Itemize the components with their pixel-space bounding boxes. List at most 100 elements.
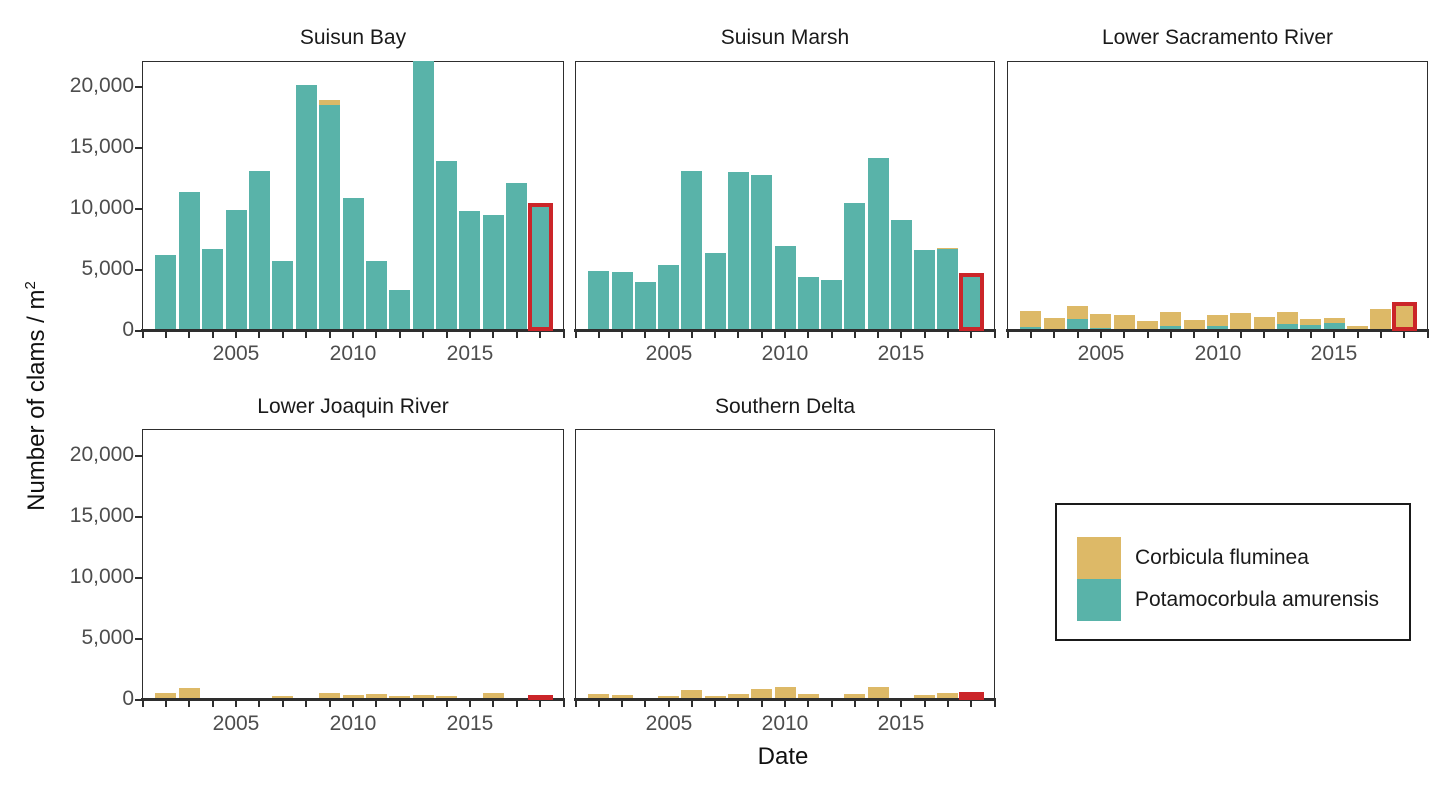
bar-potamocorbula-2004 [635,282,656,331]
x-axis-tick-mark [1147,332,1149,338]
bar-corbicula-2006 [1114,315,1135,330]
bar-corbicula-2003 [612,695,633,700]
x-axis-tick-mark [258,332,260,338]
bar-potamocorbula-2015 [891,220,912,331]
x-axis-tick-label: 2005 [645,712,693,735]
y-axis-title-superscript: 2 [22,281,39,290]
x-axis-tick-mark [282,701,284,707]
y-axis-tick-label: 5,000 [81,626,134,649]
y-axis-tick-label: 10,000 [69,565,134,588]
x-axis-tick-mark [644,701,646,707]
x-axis-line [141,329,565,332]
x-axis-tick-mark [329,332,331,338]
x-axis-tick-mark [1240,332,1242,338]
bar-corbicula-2009 [751,689,772,700]
bar-corbicula-2008 [728,694,749,700]
bar-potamocorbula-2015 [1324,323,1345,331]
x-axis-tick-mark [399,332,401,338]
bar-potamocorbula-2017 [506,183,527,331]
bar-corbicula-2009 [319,100,340,105]
panel-title-lower-joaquin-river: Lower Joaquin River [257,395,449,418]
x-axis-tick-mark [446,701,448,707]
x-axis-tick-mark [714,332,716,338]
x-axis-tick-mark [668,332,670,338]
x-axis-line [574,329,996,332]
x-axis-tick-label: 2015 [1310,342,1358,365]
x-axis-tick-mark [188,701,190,707]
bar-corbicula-2016 [1347,326,1368,330]
x-axis-tick-label: 2010 [329,712,377,735]
x-axis-tick-mark [1007,332,1009,338]
x-axis-tick-mark [621,332,623,338]
bar-potamocorbula-2015 [459,211,480,331]
bar-corbicula-2009 [319,693,340,700]
bar-potamocorbula-2013 [1277,324,1298,331]
bar-corbicula-2009 [1184,320,1205,329]
x-axis-tick-mark [1170,332,1172,338]
bar-corbicula-2004 [1067,306,1088,319]
bar-corbicula-2005 [1090,314,1111,328]
highlight-2018-outline [959,692,984,700]
x-axis-tick-mark [947,701,949,707]
bar-corbicula-2013 [844,694,865,700]
bar-corbicula-2010 [1207,315,1228,326]
bar-potamocorbula-2017 [937,249,958,331]
x-axis-tick-label: 2005 [645,342,693,365]
bar-corbicula-2015 [1324,318,1345,323]
panel-lower-joaquin-river [142,429,564,700]
x-axis-tick-mark [1193,332,1195,338]
x-axis-tick-mark [947,332,949,338]
highlight-2018-outline [528,695,553,700]
y-axis-tick-mark [135,208,142,210]
x-axis-tick-mark [668,701,670,707]
x-axis-tick-mark [761,332,763,338]
bar-potamocorbula-2004 [202,249,223,331]
highlight-2018-outline [959,273,984,331]
bar-corbicula-2017 [1370,309,1391,330]
panel-title-suisun-marsh: Suisun Marsh [720,26,850,49]
highlight-2018-outline [1392,302,1417,331]
y-axis-tick-mark [135,455,142,457]
x-axis-tick-mark [563,701,565,707]
x-axis-tick-label: 2005 [1077,342,1125,365]
x-axis-tick-mark [563,332,565,338]
bar-corbicula-2002 [588,694,609,700]
x-axis-tick-mark [1100,332,1102,338]
y-axis-tick-label: 20,000 [69,443,134,466]
bar-potamocorbula-2016 [483,215,504,331]
x-axis-tick-label: 2015 [446,712,494,735]
bar-potamocorbula-2008 [728,172,749,331]
x-axis-tick-mark [1427,332,1429,338]
legend-label-corbicula: Corbicula fluminea [1135,546,1309,569]
bar-potamocorbula-2002 [155,255,176,331]
x-axis-tick-mark [1333,332,1335,338]
panel-lower-sacramento-river [1007,61,1428,331]
bar-potamocorbula-2003 [612,272,633,331]
bar-potamocorbula-2014 [1300,325,1321,331]
x-axis-tick-mark [924,332,926,338]
x-axis-tick-mark [737,701,739,707]
x-axis-tick-mark [142,332,144,338]
y-axis-tick-label: 0 [122,687,134,710]
x-axis-tick-mark [352,332,354,338]
bar-potamocorbula-2012 [821,280,842,331]
x-axis-tick-mark [1030,332,1032,338]
y-axis-tick-label: 10,000 [69,196,134,219]
x-axis-tick-label: 2010 [761,712,809,735]
x-axis-tick-mark [877,332,879,338]
bar-potamocorbula-2006 [249,171,270,331]
bar-potamocorbula-2009 [319,105,340,331]
bar-potamocorbula-2014 [436,161,457,331]
legend-box: Corbicula fluminea Potamocorbula amurens… [1055,503,1411,641]
x-axis-tick-label: 2005 [212,342,260,365]
x-axis-tick-mark [539,332,541,338]
bar-potamocorbula-2008 [1160,326,1181,331]
x-axis-tick-mark [516,701,518,707]
x-axis-tick-mark [165,332,167,338]
y-axis-tick-mark [135,699,142,701]
bar-corbicula-2016 [914,695,935,700]
x-axis-tick-mark [305,701,307,707]
x-axis-tick-mark [761,701,763,707]
y-axis-tick-label: 5,000 [81,257,134,280]
x-axis-tick-mark [352,701,354,707]
